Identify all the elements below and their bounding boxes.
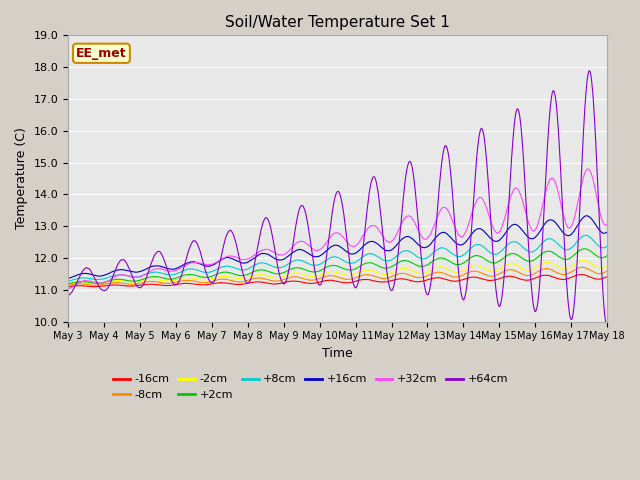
+64cm — [304, 222, 312, 228]
+2cm — [314, 269, 321, 275]
-16cm — [305, 280, 312, 286]
+64cm — [64, 292, 72, 298]
Line: -8cm: -8cm — [68, 267, 607, 286]
+32cm — [314, 248, 321, 253]
+64cm — [371, 175, 379, 180]
-16cm — [64, 284, 72, 289]
+8cm — [604, 243, 611, 249]
-8cm — [293, 274, 301, 280]
+2cm — [304, 268, 312, 274]
-8cm — [64, 283, 72, 288]
-16cm — [293, 278, 301, 284]
-16cm — [90, 284, 98, 289]
+64cm — [293, 217, 301, 223]
-8cm — [128, 281, 136, 287]
+16cm — [293, 247, 301, 253]
+64cm — [314, 280, 321, 286]
-8cm — [304, 277, 312, 283]
-16cm — [371, 278, 379, 284]
+16cm — [106, 270, 113, 276]
+32cm — [128, 274, 136, 280]
-16cm — [106, 282, 114, 288]
-16cm — [604, 274, 611, 279]
-16cm — [314, 279, 322, 285]
+32cm — [106, 277, 113, 283]
+8cm — [371, 252, 379, 258]
-8cm — [371, 274, 379, 279]
+8cm — [106, 274, 113, 280]
+32cm — [64, 286, 72, 292]
+8cm — [582, 232, 590, 238]
-2cm — [128, 279, 136, 285]
+64cm — [128, 272, 136, 278]
+8cm — [293, 257, 301, 263]
Text: EE_met: EE_met — [76, 47, 127, 60]
Line: +64cm: +64cm — [68, 71, 607, 328]
+32cm — [604, 221, 611, 227]
-2cm — [293, 270, 301, 276]
+2cm — [64, 281, 72, 287]
+8cm — [304, 261, 312, 266]
+8cm — [64, 278, 72, 284]
-2cm — [314, 273, 321, 279]
-8cm — [314, 276, 321, 282]
+16cm — [371, 240, 379, 245]
+16cm — [128, 269, 136, 275]
Line: -16cm: -16cm — [68, 275, 607, 287]
+16cm — [64, 276, 72, 281]
-2cm — [371, 269, 379, 275]
Title: Soil/Water Temperature Set 1: Soil/Water Temperature Set 1 — [225, 15, 450, 30]
+32cm — [293, 240, 301, 246]
+2cm — [128, 278, 136, 284]
Line: -2cm: -2cm — [68, 261, 607, 284]
+8cm — [128, 274, 136, 280]
-2cm — [64, 281, 72, 287]
Line: +16cm: +16cm — [68, 216, 607, 278]
+16cm — [314, 254, 321, 260]
+2cm — [293, 265, 301, 271]
Legend: -16cm, -8cm, -2cm, +2cm, +8cm, +16cm, +32cm, +64cm: -16cm, -8cm, -2cm, +2cm, +8cm, +16cm, +3… — [109, 370, 513, 405]
+16cm — [582, 213, 590, 218]
+32cm — [371, 223, 379, 229]
+16cm — [604, 229, 611, 235]
-16cm — [577, 272, 585, 277]
Y-axis label: Temperature (C): Temperature (C) — [15, 128, 28, 229]
X-axis label: Time: Time — [322, 347, 353, 360]
-2cm — [304, 273, 312, 279]
+64cm — [604, 325, 611, 331]
+2cm — [580, 246, 588, 252]
-2cm — [106, 278, 113, 284]
-8cm — [579, 264, 587, 270]
-8cm — [604, 268, 611, 274]
+64cm — [586, 68, 593, 74]
+8cm — [314, 262, 321, 268]
+2cm — [371, 261, 379, 267]
Line: +2cm: +2cm — [68, 249, 607, 284]
-2cm — [604, 263, 611, 268]
+32cm — [584, 166, 591, 172]
+2cm — [604, 252, 611, 258]
+64cm — [106, 282, 113, 288]
Line: +32cm: +32cm — [68, 169, 607, 289]
-2cm — [580, 258, 588, 264]
+16cm — [304, 250, 312, 256]
+2cm — [106, 278, 113, 284]
Line: +8cm: +8cm — [68, 235, 607, 281]
-16cm — [128, 283, 136, 289]
+32cm — [304, 242, 312, 248]
-8cm — [106, 280, 113, 286]
